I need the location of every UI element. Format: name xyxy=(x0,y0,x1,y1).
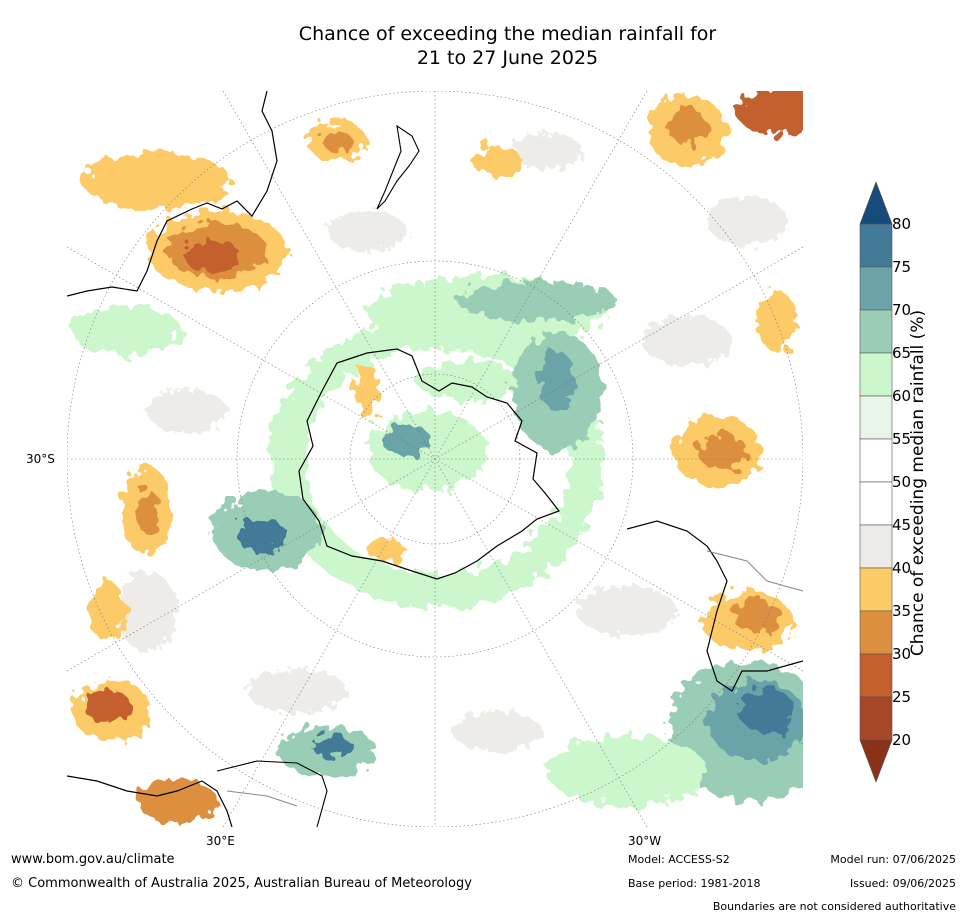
colorbar-band xyxy=(859,524,893,569)
colorbar-tick-label: 25 xyxy=(892,688,912,706)
disclaimer-text: Boundaries are not considered authoritat… xyxy=(712,900,956,913)
graticule xyxy=(67,91,803,827)
colorbar-band xyxy=(859,696,893,741)
issued-text: Issued: 09/06/2025 xyxy=(849,877,956,890)
copyright-text: © Commonwealth of Australia 2025, Austra… xyxy=(11,876,472,891)
colorbar-band xyxy=(859,567,893,612)
title-line-1: Chance of exceeding the median rainfall … xyxy=(298,23,717,45)
colorbar-tick-label: 80 xyxy=(892,215,912,233)
colorbar-band xyxy=(859,266,893,311)
colorbar-tick-label: 55 xyxy=(892,430,912,448)
colorbar-bands xyxy=(859,181,893,783)
africa-outline xyxy=(67,775,233,827)
colorbar-tick-label: 20 xyxy=(892,731,912,749)
website-link[interactable]: www.bom.gov.au/climate xyxy=(11,852,175,867)
colorbar-tick-label: 40 xyxy=(892,559,912,577)
rainfall-map xyxy=(67,91,803,827)
dry-anomalies xyxy=(72,91,803,823)
colorbar-band xyxy=(859,610,893,655)
base-period-text: Base period: 1981-2018 xyxy=(628,877,761,890)
colorbar: 80 75 70 65 60 55 50 45 40 35 30 25 20 xyxy=(856,180,946,790)
colorbar-band xyxy=(859,352,893,397)
australia-outline xyxy=(67,91,278,297)
lon-label-30e: 30°E xyxy=(206,834,235,848)
new-zealand-outline xyxy=(376,124,420,210)
colorbar-tick-label: 45 xyxy=(892,516,912,534)
colorbar-band xyxy=(859,223,893,268)
colorbar-tick-label: 60 xyxy=(892,387,912,405)
colorbar-band xyxy=(859,309,893,354)
colorbar-bottom-arrow xyxy=(859,739,893,783)
colorbar-tick-label: 50 xyxy=(892,473,912,491)
neutral-field xyxy=(117,133,787,751)
colorbar-tick-label: 75 xyxy=(892,258,912,276)
colorbar-band xyxy=(859,395,893,440)
colorbar-band xyxy=(859,481,893,526)
colorbar-band xyxy=(859,653,893,698)
south-america-outline xyxy=(626,520,803,692)
colorbar-band xyxy=(859,438,893,483)
map-title: Chance of exceeding the median rainfall … xyxy=(190,22,825,70)
model-text: Model: ACCESS-S2 xyxy=(628,853,730,866)
colorbar-tick-label: 65 xyxy=(892,344,912,362)
title-line-2: 21 to 27 June 2025 xyxy=(416,47,599,69)
model-run-text: Model run: 07/06/2025 xyxy=(830,853,956,866)
antarctica-outline xyxy=(298,348,560,580)
lon-label-30w: 30°W xyxy=(628,834,662,848)
colorbar-tick-label: 70 xyxy=(892,301,912,319)
colorbar-top-arrow xyxy=(859,181,893,225)
lat-label-30s: 30°S xyxy=(26,452,55,466)
wet-anomalies xyxy=(72,276,803,806)
colorbar-tick-label: 30 xyxy=(892,645,912,663)
colorbar-tick-label: 35 xyxy=(892,602,912,620)
